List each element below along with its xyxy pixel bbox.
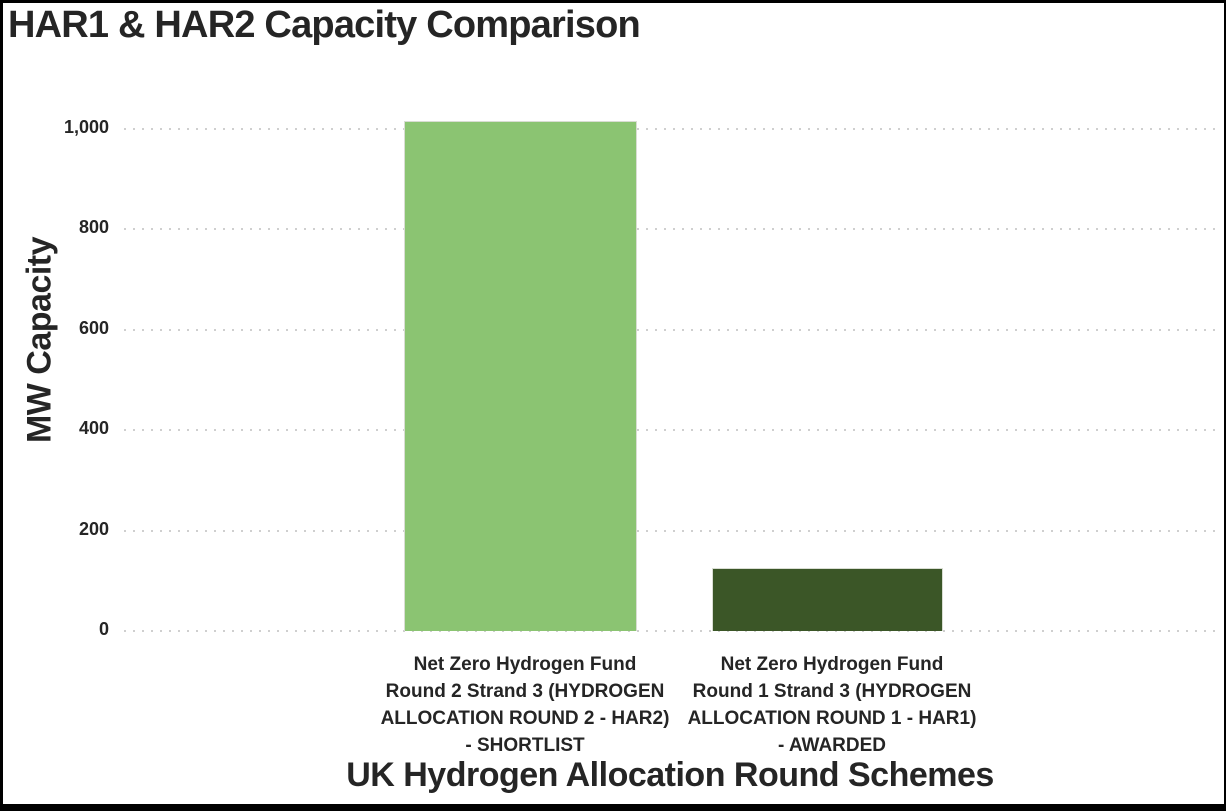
gridline-0-baseline (124, 630, 1221, 632)
x-category-label-har1: Net Zero Hydrogen Fund Round 1 Strand 3 … (687, 654, 977, 756)
y-axis-title: MW Capacity (20, 236, 59, 444)
gridline-200 (124, 530, 1221, 532)
x-axis-title: UK Hydrogen Allocation Round Schemes (346, 756, 994, 794)
y-tick-400: 400 (78, 418, 109, 438)
bar-har2-shortlist[interactable] (404, 121, 637, 631)
y-tick-0: 0 (98, 619, 109, 639)
y-tick-800: 800 (78, 217, 109, 237)
gridline-600 (124, 329, 1221, 331)
y-tick-1000: 1,000 (63, 117, 109, 137)
y-tick-200: 200 (78, 519, 109, 539)
bar-har1-awarded[interactable] (712, 568, 943, 631)
gridline-400 (124, 429, 1221, 431)
y-tick-600: 600 (78, 318, 109, 338)
gridline-800 (124, 228, 1221, 230)
chart-title: HAR1 & HAR2 Capacity Comparison (8, 4, 641, 46)
gridline-1000 (124, 128, 1221, 130)
x-category-label-har2: Net Zero Hydrogen Fund Round 2 Strand 3 … (380, 654, 670, 756)
